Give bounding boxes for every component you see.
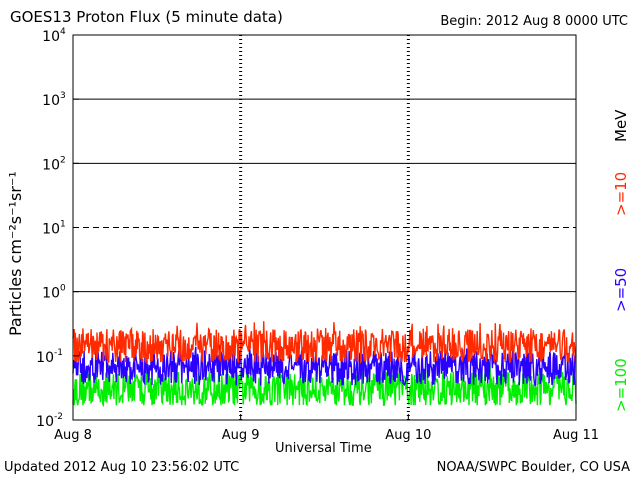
y-tick-2: 10 2 (42, 155, 79, 173)
y-tick-base-2: 10 (42, 157, 60, 173)
y-tick-1: 10 3 (42, 91, 79, 109)
credit-label: NOAA/SWPC Boulder, CO USA (436, 460, 630, 475)
y-tick-exp-3: 1 (60, 220, 66, 230)
series-line-0 (72, 321, 577, 365)
x-tick-label-2: Aug 10 (385, 428, 431, 443)
y-tick-6: 10 -2 (36, 412, 79, 430)
chart-title: GOES13 Proton Flux (5 minute data) (10, 8, 283, 26)
y-tick-base-1: 10 (42, 93, 60, 109)
y-tick-base-3: 10 (42, 222, 60, 238)
y-tick-4: 10 0 (42, 284, 79, 302)
series-label-10mev: >=10 (612, 171, 630, 216)
x-tick-labels: Aug 8 Aug 9 Aug 10 Aug 11 (54, 414, 599, 443)
y-tick-0: 10 4 (42, 27, 79, 45)
series-label-50mev: >=50 (612, 267, 630, 312)
y-tick-exp-4: 0 (60, 284, 66, 294)
y-axis-title: Particles cm⁻²s⁻¹sr⁻¹ (6, 171, 25, 336)
unit-label: MeV (612, 109, 630, 142)
y-tick-base-6: 10 (36, 414, 54, 430)
y-tick-exp-1: 3 (60, 91, 66, 101)
x-tick-label-0: Aug 8 (54, 428, 92, 443)
y-tick-5: 10 -1 (36, 348, 79, 366)
y-tick-exp-0: 4 (60, 27, 66, 37)
x-tick-label-3: Aug 11 (553, 428, 599, 443)
y-tick-base-4: 10 (42, 286, 60, 302)
y-tick-exp-2: 2 (60, 155, 66, 165)
y-tick-base-5: 10 (36, 350, 54, 366)
updated-timestamp: Updated 2012 Aug 10 23:56:02 UTC (4, 460, 240, 475)
threshold-lines (73, 98, 576, 293)
y-tick-3: 10 1 (42, 220, 79, 238)
y-tick-base-0: 10 (42, 29, 60, 45)
series-line-2 (72, 362, 577, 408)
flux-traces (72, 321, 577, 408)
series-line-1 (72, 344, 577, 387)
series-label-100mev: >=100 (612, 358, 630, 412)
day-separator-ticks (239, 35, 410, 420)
x-tick-label-1: Aug 9 (222, 428, 260, 443)
y-tick-exp-5: -1 (54, 348, 63, 358)
begin-time-label: Begin: 2012 Aug 8 0000 UTC (440, 14, 628, 29)
y-tick-exp-6: -2 (54, 412, 63, 422)
x-axis-title: Universal Time (275, 441, 372, 456)
